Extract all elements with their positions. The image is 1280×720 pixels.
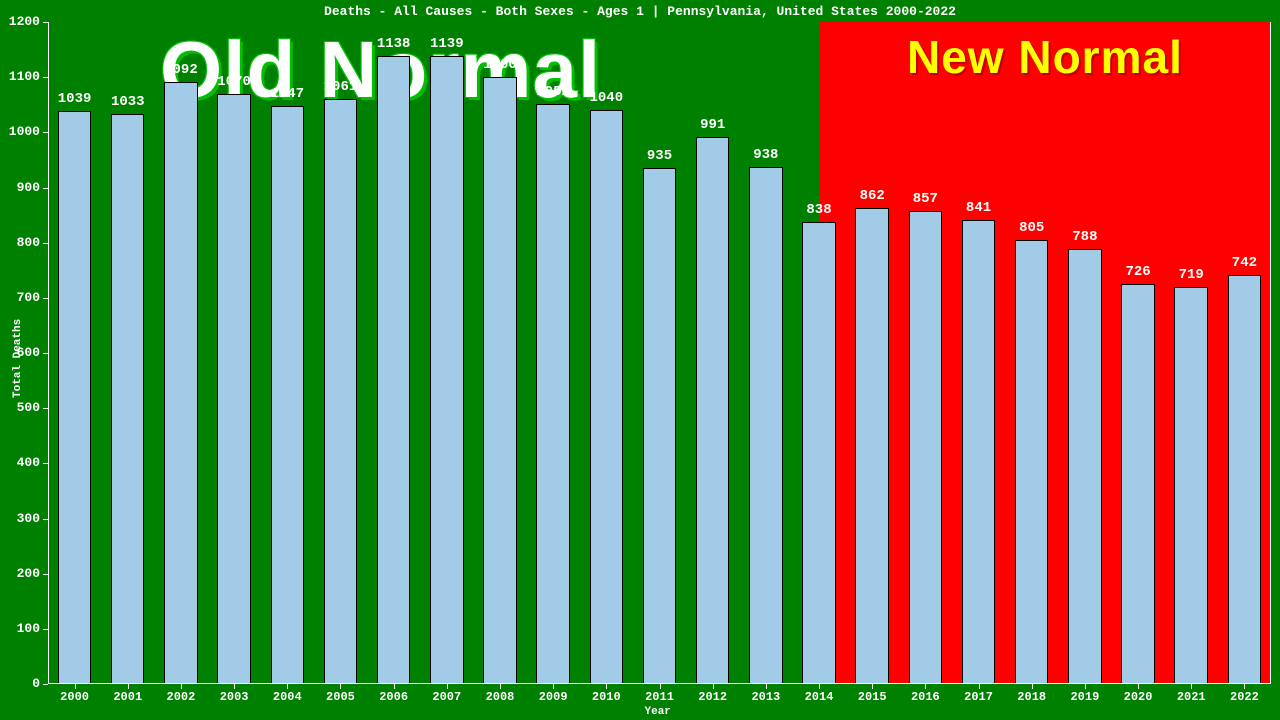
chart-title: Deaths - All Causes - Both Sexes - Ages …	[0, 4, 1280, 19]
x-tick-label: 2019	[1059, 690, 1111, 704]
y-tick-label: 1000	[0, 124, 40, 139]
x-tick-label: 2004	[261, 690, 313, 704]
bar: 857	[909, 22, 942, 684]
bar-value-label: 938	[731, 147, 801, 163]
bar: 841	[962, 22, 995, 684]
bar: 838	[802, 22, 835, 684]
x-tick-label: 2007	[421, 690, 473, 704]
bar: 805	[1015, 22, 1048, 684]
x-tick-label: 2010	[580, 690, 632, 704]
bar: 1040	[590, 22, 623, 684]
bar: 1039	[58, 22, 91, 684]
x-tick-label: 2009	[527, 690, 579, 704]
y-tick-label: 200	[0, 566, 40, 581]
bar: 1092	[164, 22, 197, 684]
bar: 742	[1228, 22, 1261, 684]
x-tick-label: 2017	[953, 690, 1005, 704]
bar-value-label: 1033	[93, 94, 163, 110]
x-tick-label: 2014	[793, 690, 845, 704]
chart-container: Deaths - All Causes - Both Sexes - Ages …	[0, 0, 1280, 720]
x-tick-label: 2015	[846, 690, 898, 704]
bar: 935	[643, 22, 676, 684]
y-tick-label: 100	[0, 621, 40, 636]
bar: 1138	[377, 22, 410, 684]
bar: 1052	[536, 22, 569, 684]
x-tick-label: 2008	[474, 690, 526, 704]
x-tick-label: 2018	[1006, 690, 1058, 704]
bar: 726	[1121, 22, 1154, 684]
bar: 1139	[430, 22, 463, 684]
bar-value-label: 935	[625, 148, 695, 164]
bar: 862	[855, 22, 888, 684]
y-tick-label: 1200	[0, 14, 40, 29]
bar: 938	[749, 22, 782, 684]
x-tick-label: 2016	[899, 690, 951, 704]
bar-value-label: 788	[1050, 229, 1120, 245]
bar: 1033	[111, 22, 144, 684]
y-tick-label: 500	[0, 400, 40, 415]
x-tick-label: 2011	[634, 690, 686, 704]
y-tick-label: 400	[0, 455, 40, 470]
bar: 1047	[271, 22, 304, 684]
y-tick-label: 700	[0, 290, 40, 305]
x-tick-label: 2001	[102, 690, 154, 704]
x-tick-label: 2012	[687, 690, 739, 704]
bar-value-label: 1100	[465, 57, 535, 73]
plot-area: Old Normal New Normal 103910331092107010…	[48, 22, 1271, 684]
bar-value-label: 742	[1209, 255, 1279, 271]
y-tick-label: 300	[0, 511, 40, 526]
y-tick-label: 800	[0, 235, 40, 250]
y-axis-line	[48, 22, 49, 684]
bar-value-label: 1139	[412, 36, 482, 52]
x-tick-label: 2006	[368, 690, 420, 704]
bar: 788	[1068, 22, 1101, 684]
bar: 1070	[217, 22, 250, 684]
bar: 1100	[483, 22, 516, 684]
x-tick-label: 2003	[208, 690, 260, 704]
x-tick-label: 2021	[1165, 690, 1217, 704]
x-tick-label: 2022	[1218, 690, 1270, 704]
bar: 1061	[324, 22, 357, 684]
y-axis-title: Total Deaths	[12, 319, 24, 398]
x-tick-label: 2002	[155, 690, 207, 704]
bar-value-label: 1061	[305, 79, 375, 95]
bar-value-label: 991	[678, 117, 748, 133]
x-tick-label: 2013	[740, 690, 792, 704]
y-tick-label: 1100	[0, 69, 40, 84]
x-tick-label: 2020	[1112, 690, 1164, 704]
bar-value-label: 1040	[571, 90, 641, 106]
y-tick-label: 0	[0, 676, 40, 691]
bar: 991	[696, 22, 729, 684]
right-spine	[1270, 22, 1271, 684]
x-tick-label: 2005	[314, 690, 366, 704]
y-tick-label: 900	[0, 180, 40, 195]
x-tick-label: 2000	[49, 690, 101, 704]
bar-value-label: 841	[944, 200, 1014, 216]
bar: 719	[1174, 22, 1207, 684]
x-axis-title: Year	[645, 706, 671, 718]
